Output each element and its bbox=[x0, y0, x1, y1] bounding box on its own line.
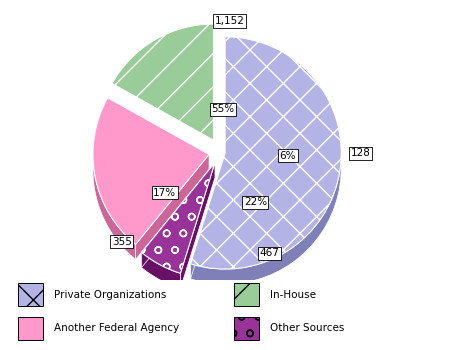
Wedge shape bbox=[112, 24, 213, 140]
Polygon shape bbox=[190, 155, 341, 284]
FancyBboxPatch shape bbox=[234, 317, 259, 340]
Text: Other Sources: Other Sources bbox=[270, 323, 344, 334]
Polygon shape bbox=[142, 162, 215, 267]
FancyBboxPatch shape bbox=[18, 283, 43, 306]
Text: 467: 467 bbox=[259, 248, 279, 258]
Text: Private Organizations: Private Organizations bbox=[54, 289, 166, 300]
Text: 6%: 6% bbox=[279, 151, 296, 161]
Polygon shape bbox=[180, 162, 215, 288]
Text: 17%: 17% bbox=[153, 188, 176, 198]
Text: In-House: In-House bbox=[270, 289, 316, 300]
Wedge shape bbox=[142, 162, 215, 273]
Polygon shape bbox=[135, 154, 209, 259]
Text: 22%: 22% bbox=[244, 197, 267, 207]
Text: 355: 355 bbox=[112, 237, 132, 247]
Wedge shape bbox=[190, 37, 341, 269]
Polygon shape bbox=[93, 153, 135, 259]
Wedge shape bbox=[93, 98, 209, 244]
Polygon shape bbox=[142, 252, 180, 288]
Polygon shape bbox=[190, 153, 225, 279]
FancyBboxPatch shape bbox=[18, 317, 43, 340]
Text: 55%: 55% bbox=[211, 104, 234, 114]
Text: 128: 128 bbox=[351, 148, 370, 158]
FancyBboxPatch shape bbox=[234, 283, 259, 306]
Text: Another Federal Agency: Another Federal Agency bbox=[54, 323, 179, 334]
Text: 1,152: 1,152 bbox=[215, 16, 245, 26]
